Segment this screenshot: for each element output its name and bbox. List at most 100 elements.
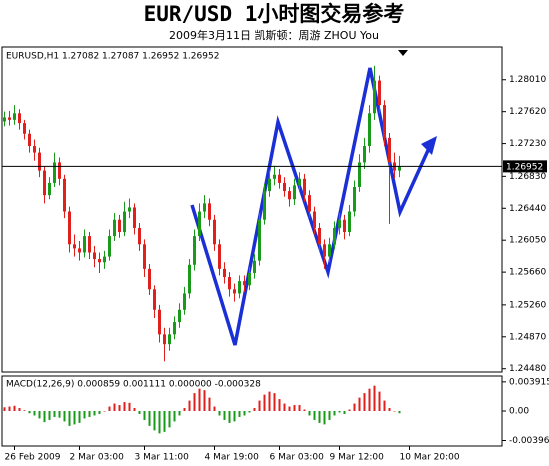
candle-body	[328, 244, 331, 257]
candle-body	[113, 219, 116, 237]
candle-body	[138, 227, 141, 245]
macd-bar	[303, 409, 306, 411]
candle-body	[143, 244, 146, 269]
candle-body	[263, 191, 266, 220]
macd-bar	[158, 411, 161, 434]
macd-bar	[53, 411, 56, 417]
x-tick-label: 2 Mar 03:00	[70, 453, 125, 463]
candle-body	[303, 178, 306, 196]
candle-body	[293, 185, 296, 200]
macd-bar	[393, 411, 396, 412]
macd-bar	[333, 411, 336, 416]
macd-bar	[93, 411, 96, 416]
candle-body	[98, 259, 101, 263]
y-tick-label: 1.25660	[509, 268, 546, 278]
candle-body	[168, 334, 171, 345]
candle-body	[223, 268, 226, 278]
candle-body	[118, 219, 121, 233]
candle-body	[128, 207, 131, 212]
macd-bar	[298, 405, 301, 411]
macd-bar	[248, 411, 251, 413]
y-tick-label: -0.00396	[509, 436, 549, 446]
candle-body	[313, 211, 316, 228]
candle-body	[88, 236, 91, 253]
macd-bar	[38, 411, 41, 419]
macd-bar	[178, 411, 181, 416]
macd-bar	[198, 388, 201, 411]
macd-bar	[258, 400, 261, 411]
candle-body	[323, 244, 326, 257]
candle-body	[188, 264, 191, 294]
candle-body	[208, 203, 211, 220]
candle-body	[93, 252, 96, 260]
x-tick-label: 9 Mar 12:00	[330, 453, 385, 463]
macd-bar	[48, 411, 51, 420]
candle-body	[48, 182, 51, 196]
chart-subtitle: 2009年3月11日 凯斯顿：周游 ZHOU You	[169, 28, 379, 42]
x-tick-label: 4 Mar 19:00	[205, 453, 260, 463]
macd-bar	[383, 400, 386, 411]
macd-bar	[138, 411, 141, 414]
macd-bar	[213, 406, 216, 411]
candle-body	[63, 178, 66, 212]
macd-bar	[343, 411, 346, 414]
macd-bar	[318, 411, 321, 423]
candle-body	[243, 281, 246, 286]
macd-bar	[133, 408, 136, 411]
candle-body	[253, 260, 256, 273]
candle-body	[73, 244, 76, 249]
macd-bar	[223, 411, 226, 420]
candle-body	[218, 244, 221, 269]
candle-body	[213, 219, 216, 245]
y-tick-label: 1.28010	[509, 75, 546, 85]
candle-body	[283, 182, 286, 192]
candle-body	[68, 211, 71, 245]
macd-bar	[288, 406, 291, 411]
macd-bar	[103, 411, 106, 412]
y-tick-label: 1.27230	[509, 139, 546, 149]
macd-bar	[73, 411, 76, 425]
y-tick-label: 1.26830	[509, 172, 546, 182]
candle-body	[288, 191, 291, 200]
macd-bar	[123, 402, 126, 411]
candle-body	[318, 227, 321, 245]
candle-body	[298, 178, 301, 186]
candle-body	[348, 211, 351, 233]
y-tick-label: 1.24870	[509, 332, 546, 342]
candle-body	[338, 219, 341, 228]
macd-bar	[68, 411, 71, 426]
macd-bar	[388, 408, 391, 411]
macd-bar	[108, 406, 111, 411]
macd-bar	[348, 409, 351, 411]
y-tick-label: 1.26050	[509, 236, 546, 246]
macd-bar	[263, 394, 266, 411]
macd-bar	[188, 400, 191, 411]
candle-body	[103, 256, 106, 263]
y-tick-label: 1.24480	[509, 364, 546, 374]
candle-body	[193, 236, 196, 265]
candle-body	[8, 117, 11, 120]
macd-bar	[98, 411, 101, 414]
macd-bar	[18, 408, 21, 411]
macd-bar	[283, 403, 286, 411]
candle-body	[83, 236, 86, 253]
candle-body	[358, 162, 361, 187]
macd-bar	[88, 411, 91, 417]
candle-body	[28, 133, 31, 147]
macd-bar	[293, 405, 296, 411]
candle-body	[183, 293, 186, 310]
price-panel	[1, 46, 503, 373]
zigzag-annotation	[190, 67, 432, 346]
x-tick-label: 26 Feb 2009	[5, 453, 61, 463]
macd-bar	[228, 411, 231, 423]
candle-body	[23, 123, 26, 134]
x-tick-label: 6 Mar 03:00	[270, 453, 325, 463]
macd-header: MACD(12,26,9) 0.000859 0.001111 0.000000…	[6, 380, 261, 390]
candle-body	[278, 174, 281, 183]
macd-bar	[208, 397, 211, 411]
macd-bar	[193, 393, 196, 411]
candle-body	[163, 334, 166, 345]
macd-bar	[43, 411, 46, 423]
